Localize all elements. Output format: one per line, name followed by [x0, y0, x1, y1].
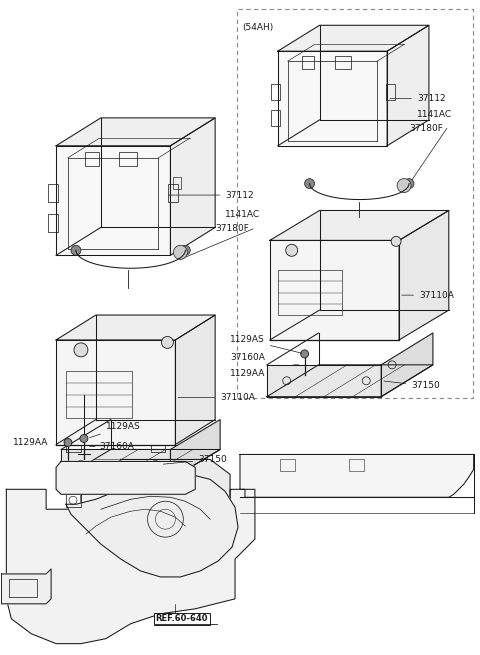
- Polygon shape: [6, 489, 255, 644]
- Polygon shape: [278, 51, 387, 146]
- Text: REF.60-640: REF.60-640: [156, 614, 208, 624]
- Circle shape: [161, 337, 173, 348]
- Text: 1129AA: 1129AA: [230, 369, 265, 379]
- Circle shape: [180, 246, 190, 255]
- Polygon shape: [56, 340, 175, 445]
- Bar: [335, 56, 350, 69]
- Polygon shape: [267, 365, 433, 397]
- Text: 1141AC: 1141AC: [225, 210, 260, 219]
- Text: 37160A: 37160A: [99, 442, 134, 451]
- Polygon shape: [381, 333, 433, 397]
- Bar: [237, 9, 473, 398]
- Polygon shape: [270, 210, 449, 240]
- Circle shape: [391, 236, 401, 246]
- Polygon shape: [66, 474, 238, 577]
- Polygon shape: [61, 449, 220, 479]
- Circle shape: [300, 350, 309, 358]
- Text: 37150: 37150: [163, 455, 227, 464]
- Text: 37180F: 37180F: [215, 225, 249, 233]
- Circle shape: [80, 434, 88, 443]
- Bar: [173, 177, 181, 189]
- Bar: [278, 271, 342, 315]
- Text: 37110A: 37110A: [178, 393, 255, 402]
- Bar: [280, 459, 295, 472]
- Polygon shape: [56, 461, 195, 495]
- Text: 1129AS: 1129AS: [230, 335, 302, 353]
- Polygon shape: [170, 420, 220, 479]
- Circle shape: [397, 179, 411, 193]
- Circle shape: [64, 439, 72, 447]
- Polygon shape: [267, 365, 381, 397]
- Polygon shape: [56, 118, 215, 146]
- Bar: [9, 579, 37, 597]
- Bar: [271, 110, 280, 126]
- Text: 37150: 37150: [384, 381, 440, 390]
- Polygon shape: [387, 26, 429, 146]
- Bar: [271, 84, 280, 100]
- Bar: [66, 371, 132, 419]
- Bar: [48, 214, 58, 232]
- Circle shape: [404, 179, 414, 189]
- Text: 37110A: 37110A: [402, 291, 454, 299]
- Text: (54AH): (54AH): [242, 23, 273, 32]
- Bar: [386, 84, 395, 100]
- Circle shape: [173, 246, 187, 259]
- Polygon shape: [1, 569, 51, 604]
- Circle shape: [305, 179, 314, 189]
- Circle shape: [71, 246, 81, 255]
- Text: 1129AA: 1129AA: [13, 438, 48, 447]
- Polygon shape: [56, 315, 215, 340]
- Text: 1129AS: 1129AS: [90, 422, 141, 438]
- Bar: [119, 152, 137, 166]
- Text: 37160A: 37160A: [230, 353, 265, 362]
- Circle shape: [74, 343, 88, 357]
- Polygon shape: [240, 455, 474, 497]
- Polygon shape: [56, 146, 170, 255]
- Polygon shape: [278, 26, 429, 51]
- Text: 37112: 37112: [390, 94, 445, 103]
- Polygon shape: [111, 459, 230, 544]
- Bar: [168, 184, 179, 202]
- Bar: [349, 459, 364, 472]
- Polygon shape: [270, 240, 399, 340]
- Polygon shape: [61, 449, 170, 479]
- Text: 37112: 37112: [168, 191, 254, 200]
- Polygon shape: [399, 210, 449, 340]
- Circle shape: [286, 244, 298, 256]
- Bar: [84, 152, 98, 166]
- Bar: [48, 184, 58, 202]
- Bar: [302, 56, 314, 69]
- Polygon shape: [175, 315, 215, 445]
- Text: 1141AC: 1141AC: [417, 110, 452, 119]
- Text: 37180F: 37180F: [409, 124, 443, 133]
- Polygon shape: [170, 118, 215, 255]
